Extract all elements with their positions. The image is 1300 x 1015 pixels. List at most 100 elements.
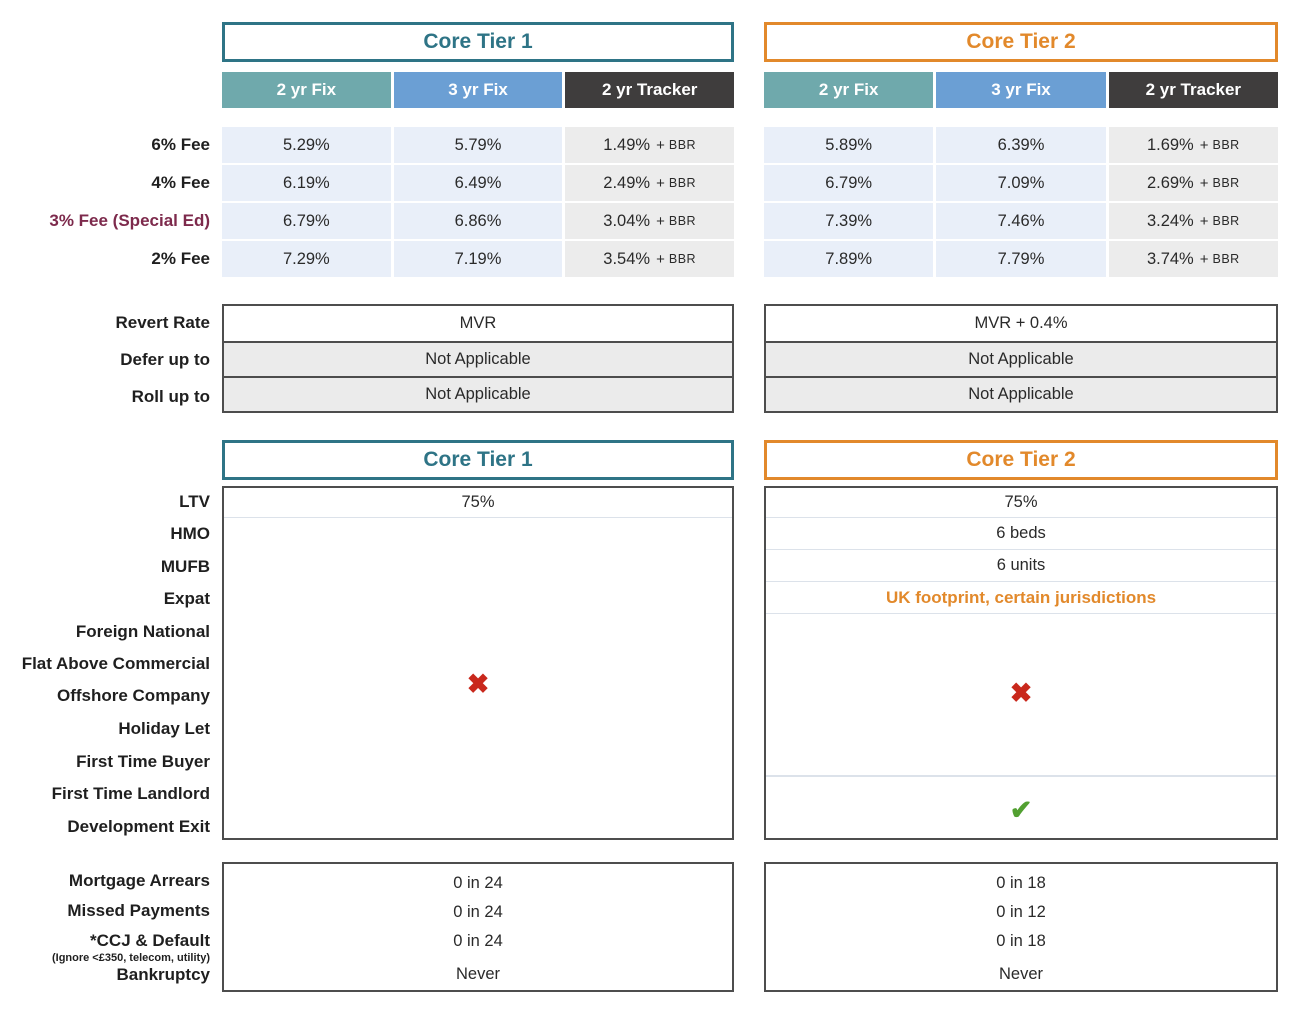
tier2-mufb-value: 6 units bbox=[766, 550, 1276, 582]
plus-sign: + bbox=[1199, 174, 1209, 192]
plus-sign: + bbox=[1199, 250, 1209, 268]
tier1-column-headers: 2 yr Fix 3 yr Fix 2 yr Tracker bbox=[222, 72, 735, 108]
rate-cell: 5.79% bbox=[393, 127, 563, 163]
criteria-label-first-time-landlord: First Time Landlord bbox=[51, 784, 210, 803]
tier2-revert-box: MVR + 0.4% Not Applicable Not Applicable bbox=[764, 304, 1278, 413]
rate-cell: 7.46% bbox=[936, 203, 1106, 239]
bbr-suffix: BBR bbox=[1212, 214, 1240, 228]
criteria-label-ltv: LTV bbox=[179, 492, 210, 511]
rate-cell-tracker: 3.24% + BBR bbox=[1108, 203, 1278, 239]
tier1-roll-value: Not Applicable bbox=[224, 376, 732, 411]
divider bbox=[766, 775, 1276, 777]
tier1-revert-rate-value: MVR bbox=[459, 314, 497, 332]
tier2-criteria-box: 75% 6 beds 6 units UK footprint, certain… bbox=[764, 486, 1278, 840]
criteria-label-offshore-company: Offshore Company bbox=[56, 686, 210, 705]
criteria-label-development-exit: Development Exit bbox=[67, 817, 210, 836]
tier1-missed-payments-value: 0 in 24 bbox=[453, 903, 503, 921]
tier2-defer-value: Not Applicable bbox=[766, 341, 1276, 376]
tier2-bankruptcy-value: Never bbox=[998, 965, 1043, 983]
cross-icon: ✖ bbox=[466, 669, 490, 699]
table-row: 6.79% 6.86% 3.04% + BBR bbox=[222, 203, 735, 239]
rate-cell: 7.39% bbox=[764, 203, 934, 239]
tier1-title: Core Tier 1 bbox=[222, 22, 734, 62]
check-icon: ✔ bbox=[1009, 795, 1033, 825]
tier1-col-3yr-fix: 3 yr Fix bbox=[393, 72, 563, 108]
tier2-ccj-default-value: 0 in 18 bbox=[996, 932, 1046, 950]
bbr-suffix: BBR bbox=[668, 176, 697, 190]
rate-cell: 6.19% bbox=[222, 165, 391, 201]
rate-cell: 5.29% bbox=[222, 127, 391, 163]
adverse-label-mortgage-arrears: Mortgage Arrears bbox=[68, 871, 210, 890]
fee-row-label-3pct-special: 3% Fee (Special Ed) bbox=[49, 211, 210, 230]
adverse-label-missed-payments: Missed Payments bbox=[67, 901, 210, 920]
tier2-revert-rate-value: MVR + 0.4% bbox=[974, 314, 1068, 332]
tier2-missed-payments-value: 0 in 12 bbox=[996, 903, 1046, 921]
tier1-rate-table: 5.29% 5.79% 1.49% + BBR 6.19% 6.49% 2.49% +… bbox=[222, 127, 735, 279]
tier2-column-headers: 2 yr Fix 3 yr Fix 2 yr Tracker bbox=[764, 72, 1278, 108]
bbr-suffix: BBR bbox=[668, 252, 697, 266]
tier1-mortgage-arrears-value: 0 in 24 bbox=[453, 874, 503, 892]
tier2-col-2yr-tracker: 2 yr Tracker bbox=[1108, 72, 1278, 108]
tracker-rate: 3.74% bbox=[1146, 249, 1194, 268]
tier2-ltv-value: 75% bbox=[766, 488, 1276, 518]
table-row: 6.19% 6.49% 2.49% + BBR bbox=[222, 165, 735, 201]
rate-cell: 5.89% bbox=[764, 127, 934, 163]
tier1-revert-box: MVR Not Applicable Not Applicable bbox=[222, 304, 734, 413]
tier2-rate-table: 5.89% 6.39% 1.69% + BBR 6.79% 7.09% 2.69% +… bbox=[764, 127, 1278, 279]
bbr-suffix: BBR bbox=[1212, 176, 1240, 190]
rate-cell: 7.79% bbox=[936, 241, 1106, 277]
bbr-suffix: BBR bbox=[668, 138, 697, 152]
rate-cell: 6.86% bbox=[393, 203, 563, 239]
rate-cell: 6.79% bbox=[222, 203, 391, 239]
rate-cell-tracker: 3.04% + BBR bbox=[565, 203, 735, 239]
criteria-label-mufb: MUFB bbox=[160, 557, 210, 576]
plus-sign: + bbox=[1199, 212, 1209, 230]
criteria-label-holiday-let: Holiday Let bbox=[118, 719, 210, 738]
plus-sign: + bbox=[1199, 136, 1209, 154]
tier2-criteria-title: Core Tier 2 bbox=[764, 440, 1278, 480]
table-row: 5.89% 6.39% 1.69% + BBR bbox=[764, 127, 1278, 163]
rate-cell: 7.29% bbox=[222, 241, 391, 277]
rate-cell: 7.09% bbox=[936, 165, 1106, 201]
table-row: 6.79% 7.09% 2.69% + BBR bbox=[764, 165, 1278, 201]
fee-row-label-4pct: 4% Fee bbox=[151, 173, 210, 192]
table-row: 5.29% 5.79% 1.49% + BBR bbox=[222, 127, 735, 163]
tier1-criteria-box: 75% ✖ bbox=[222, 486, 734, 840]
roll-up-to-label: Roll up to bbox=[131, 387, 210, 406]
tier2-title: Core Tier 2 bbox=[764, 22, 1278, 62]
plus-sign: + bbox=[656, 212, 665, 230]
criteria-label-first-time-buyer: First Time Buyer bbox=[76, 752, 210, 771]
adverse-label-ccj-default: *CCJ & Default bbox=[90, 931, 210, 950]
tier2-col-3yr-fix: 3 yr Fix bbox=[936, 72, 1106, 108]
tracker-rate: 1.69% bbox=[1146, 135, 1194, 154]
tracker-rate: 3.24% bbox=[1146, 211, 1194, 230]
plus-sign: + bbox=[656, 174, 665, 192]
bbr-suffix: BBR bbox=[668, 214, 697, 228]
criteria-label-hmo: HMO bbox=[170, 524, 210, 543]
adverse-label-bankruptcy: Bankruptcy bbox=[116, 965, 210, 984]
table-row: 7.29% 7.19% 3.54% + BBR bbox=[222, 241, 735, 277]
revert-rate-label: Revert Rate bbox=[115, 313, 211, 332]
rate-cell-tracker: 2.69% + BBR bbox=[1108, 165, 1278, 201]
tier2-col-2yr-fix: 2 yr Fix bbox=[764, 72, 934, 108]
criteria-label-flat-above-commercial: Flat Above Commercial bbox=[21, 654, 210, 673]
cross-icon: ✖ bbox=[1009, 678, 1033, 708]
plus-sign: + bbox=[656, 136, 665, 154]
tier2-mortgage-arrears-value: 0 in 18 bbox=[996, 874, 1046, 892]
tracker-rate: 3.54% bbox=[603, 249, 651, 268]
tier1-defer-value: Not Applicable bbox=[224, 341, 732, 376]
tier1-bankruptcy-value: Never bbox=[455, 965, 500, 983]
table-row: 7.89% 7.79% 3.74% + BBR bbox=[764, 241, 1278, 277]
plus-sign: + bbox=[656, 250, 665, 268]
criteria-label-foreign-national: Foreign National bbox=[75, 622, 210, 641]
rate-cell-tracker: 3.74% + BBR bbox=[1108, 241, 1278, 277]
tracker-rate: 3.04% bbox=[603, 211, 651, 230]
bbr-suffix: BBR bbox=[1212, 252, 1240, 266]
rate-cell-tracker: 1.49% + BBR bbox=[565, 127, 735, 163]
tier2-roll-value: Not Applicable bbox=[766, 376, 1276, 411]
rate-cell: 6.79% bbox=[764, 165, 934, 201]
tier2-expat-value: UK footprint, certain jurisdictions bbox=[766, 582, 1276, 614]
tier1-col-2yr-tracker: 2 yr Tracker bbox=[565, 72, 735, 108]
rate-cell: 6.39% bbox=[936, 127, 1106, 163]
tier1-criteria-title: Core Tier 1 bbox=[222, 440, 734, 480]
